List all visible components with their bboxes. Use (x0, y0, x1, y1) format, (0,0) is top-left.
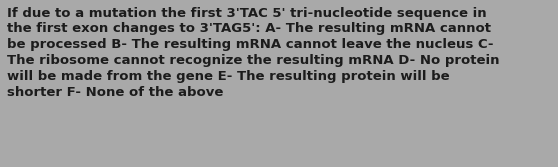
Text: If due to a mutation the first 3'TAC 5' tri-nucleotide sequence in
the first exo: If due to a mutation the first 3'TAC 5' … (7, 7, 499, 99)
